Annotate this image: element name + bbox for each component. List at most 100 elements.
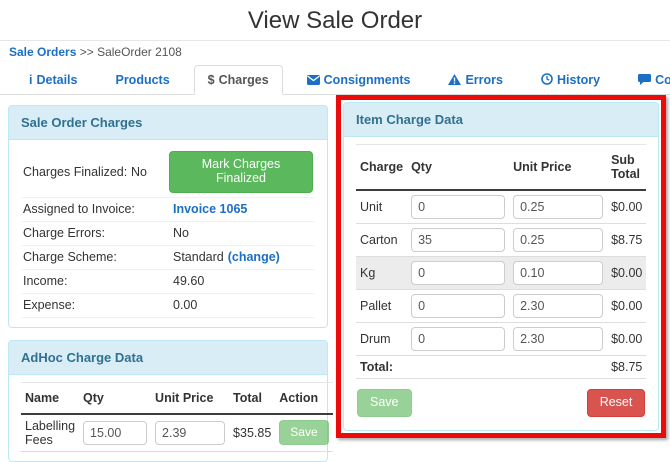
adhoc-header-action: Action [275,382,333,415]
mark-charges-finalized-button[interactable]: Mark Charges Finalized [169,151,313,193]
charges-finalized-label: Charges Finalized: [23,164,128,179]
envelope-icon [306,73,320,87]
charge-errors-label: Charge Errors: [23,226,105,240]
page-title: View Sale Order [0,0,670,41]
item-row-unit: Unit $0.00 [356,190,647,224]
adhoc-save-button[interactable]: Save [279,419,329,446]
item-header-sub-total: Sub Total [607,144,647,191]
item-charge-name: Drum [356,322,408,356]
charge-errors-value: No [173,226,189,240]
item-save-button[interactable]: Save [357,389,412,417]
item-charge-table: Charge Qty Unit Price Sub Total Unit [356,144,647,379]
assigned-invoice-row: Assigned to Invoice: Invoice 1065 [21,198,315,222]
change-scheme-link[interactable]: (change) [227,250,280,264]
sale-order-charges-panel: Sale Order Charges Charges Finalized: No… [8,105,328,328]
item-kg-qty-input[interactable] [411,261,506,285]
left-column: Sale Order Charges Charges Finalized: No… [8,105,333,462]
tab-charges-label: Charges [218,73,269,87]
info-icon: i [29,73,33,87]
tab-bar: i Details Products $ Charges Consignments … [0,63,670,95]
charges-finalized-row: Charges Finalized: No Mark Charges Final… [21,147,315,198]
tab-details-label: Details [36,73,78,87]
adhoc-qty-input[interactable] [83,420,148,445]
item-kg-price-input[interactable] [513,261,604,285]
charges-finalized-value: No [131,164,147,179]
expense-value: 0.00 [173,298,198,312]
tab-products-label: Products [115,73,170,87]
item-charge-panel: Item Charge Data Charge Qty Unit Price S… [343,102,660,431]
item-header-unit-price: Unit Price [509,144,608,191]
tab-details[interactable]: i Details [15,65,91,95]
item-total-row: Total: $8.75 [356,355,647,379]
item-total-label: Total: [356,355,608,379]
tab-errors-label: Errors [465,73,503,87]
tab-history[interactable]: History [527,65,614,95]
tab-comments[interactable]: Comments [624,65,670,95]
item-sub-total-value: $0.00 [607,256,647,290]
adhoc-charge-title: AdHoc Charge Data [9,340,327,375]
item-sub-total-value: $8.75 [607,223,647,257]
item-charge-name: Carton [356,223,408,257]
sale-order-charges-title: Sale Order Charges [9,106,327,140]
item-reset-button[interactable]: Reset [586,389,646,417]
adhoc-header-qty: Qty [79,382,152,415]
item-sub-total-value: $0.00 [607,322,647,356]
breadcrumb-sale-orders-link[interactable]: Sale Orders [9,45,77,59]
item-row-pallet: Pallet $0.00 [356,289,647,323]
item-row-kg: Kg $0.00 [356,256,647,290]
invoice-link[interactable]: Invoice 1065 [173,202,248,216]
clock-icon [541,73,553,87]
right-column: Item Charge Data Charge Qty Unit Price S… [336,95,667,438]
adhoc-charge-panel: AdHoc Charge Data Name Qty Unit Price To… [8,339,333,462]
tab-history-label: History [557,73,601,87]
item-row-drum: Drum $0.00 [356,322,647,356]
item-sub-total-value: $0.00 [607,289,647,323]
adhoc-unit-price-input[interactable] [155,420,226,445]
item-charge-name: Unit [356,190,408,224]
breadcrumb: Sale Orders >> SaleOrder 2108 [0,41,670,61]
adhoc-row-labelling-fees: Labelling Fees $35.85 Save [21,413,333,452]
income-label: Income: [23,274,68,288]
tab-consignments-label: Consignments [323,73,411,87]
breadcrumb-separator: >> [79,45,94,59]
tab-products[interactable]: Products [101,65,183,95]
main-content: Sale Order Charges Charges Finalized: No… [0,95,670,462]
charge-scheme-label: Charge Scheme: [23,250,117,264]
charge-scheme-value: Standard [173,250,224,264]
income-value: 49.60 [173,274,205,288]
breadcrumb-current: SaleOrder 2108 [97,45,182,59]
adhoc-header-total: Total [229,382,276,415]
assigned-invoice-label: Assigned to Invoice: [23,202,135,216]
item-unit-qty-input[interactable] [411,195,506,219]
warning-icon [448,73,462,87]
item-carton-qty-input[interactable] [411,228,506,252]
tab-charges[interactable]: $ Charges [193,65,283,95]
item-carton-price-input[interactable] [513,228,604,252]
item-header-charge: Charge [356,144,408,191]
expense-row: Expense: 0.00 [21,294,315,318]
highlight-annotation-box: Item Charge Data Charge Qty Unit Price S… [336,95,667,438]
comment-icon [638,73,652,87]
tab-consignments[interactable]: Consignments [293,65,425,95]
tab-comments-label: Comments [655,73,670,87]
item-unit-price-input[interactable] [513,195,604,219]
item-pallet-price-input[interactable] [513,294,604,318]
adhoc-name-value: Labelling Fees [21,413,80,452]
item-pallet-qty-input[interactable] [411,294,506,318]
item-total-value: $8.75 [607,355,647,379]
income-row: Income: 49.60 [21,270,315,294]
adhoc-total-value: $35.85 [229,413,276,452]
item-charge-title: Item Charge Data [344,103,659,137]
adhoc-header-unit-price: Unit Price [151,382,230,415]
tab-errors[interactable]: Errors [434,65,517,95]
item-charge-name: Kg [356,256,408,290]
adhoc-header-name: Name [21,382,80,415]
item-header-qty: Qty [407,144,510,191]
item-drum-qty-input[interactable] [411,327,506,351]
item-sub-total-value: $0.00 [607,190,647,224]
charge-scheme-row: Charge Scheme: Standard (change) [21,246,315,270]
item-charge-name: Pallet [356,289,408,323]
item-drum-price-input[interactable] [513,327,604,351]
charge-errors-row: Charge Errors: No [21,222,315,246]
dollar-icon: $ [207,73,215,87]
